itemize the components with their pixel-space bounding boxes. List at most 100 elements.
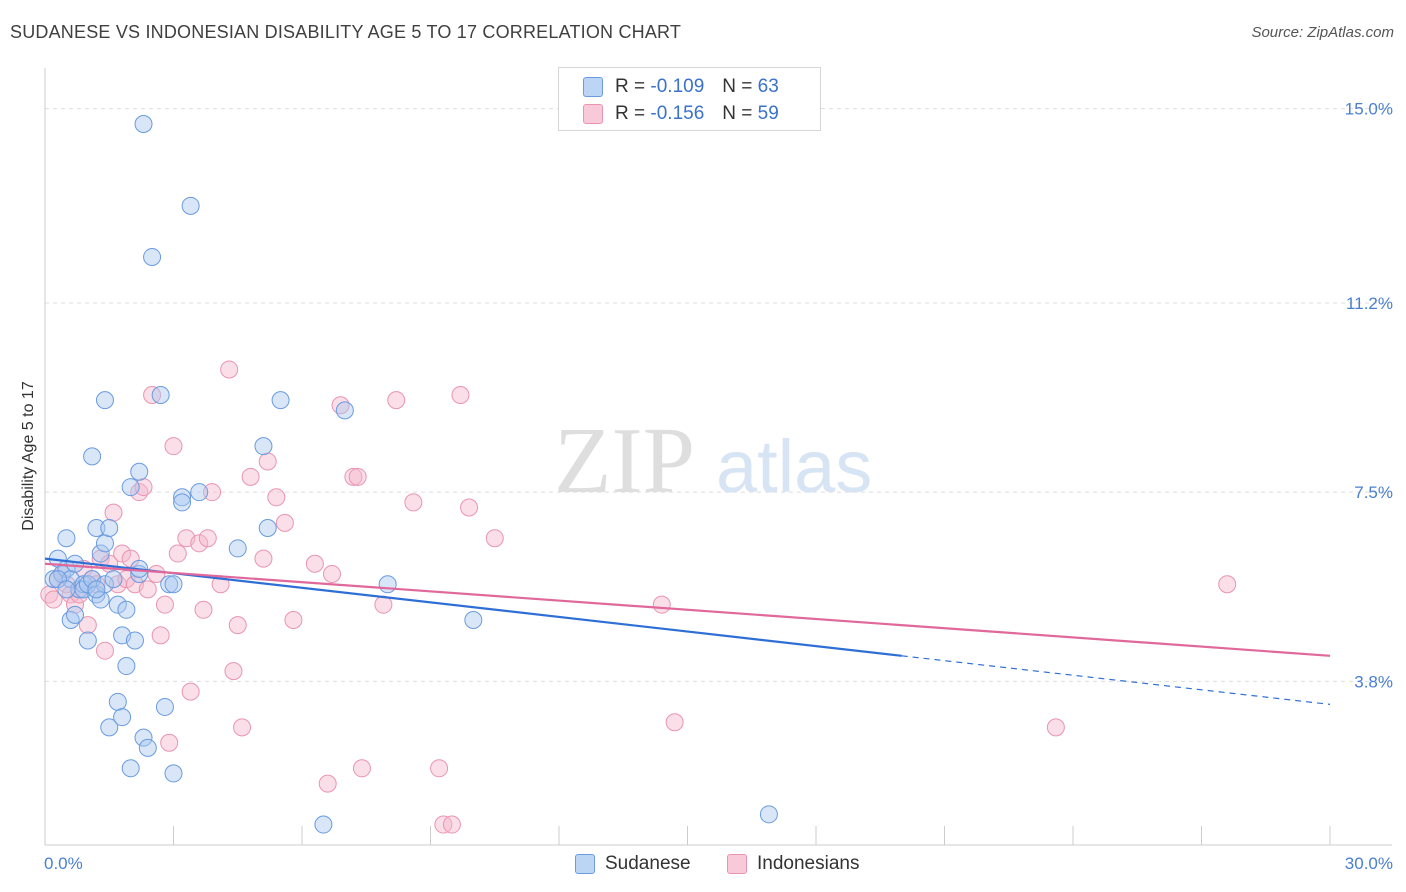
indonesian-point: [151, 626, 170, 645]
sudanese-point: [87, 580, 106, 599]
indonesian-point: [460, 498, 479, 517]
sudanese-swatch: [583, 77, 603, 97]
y-tick-label: 3.8%: [1354, 672, 1393, 691]
indonesian-trend-line: [44, 562, 1331, 657]
watermark-atlas: atlas: [716, 425, 872, 508]
legend-r-value-sudanese: -0.109: [650, 76, 705, 97]
sudanese-point: [173, 493, 192, 512]
indonesian-point: [164, 437, 183, 456]
indonesian-point: [44, 590, 63, 609]
sudanese-point: [164, 575, 183, 594]
indonesian-point: [318, 774, 337, 793]
correlation-legend: R = -0.109 N = 63 R = -0.156 N = 59: [558, 67, 821, 131]
sudanese-point: [91, 544, 110, 563]
indonesian-point: [430, 759, 449, 778]
legend-row-sudanese: R = -0.109 N = 63: [583, 74, 779, 100]
bottom-legend-sudanese: Sudanese: [575, 850, 691, 878]
sudanese-point: [228, 539, 247, 558]
sudanese-point: [314, 815, 333, 834]
sudanese-point: [151, 386, 170, 405]
indonesian-point: [404, 493, 423, 512]
indonesian-point: [267, 488, 286, 507]
legend-r-value-indonesians: -0.156: [650, 103, 705, 124]
sudanese-point: [335, 401, 354, 420]
indonesian-point: [485, 529, 504, 548]
sudanese-point: [155, 697, 174, 716]
sudanese-point: [464, 611, 483, 630]
indonesian-point: [652, 595, 671, 614]
sudanese-point: [160, 575, 179, 594]
x-tick-label-min: 0.0%: [44, 854, 83, 873]
indonesian-point: [224, 662, 243, 681]
indonesian-point: [78, 616, 97, 635]
y-axis-title: Disability Age 5 to 17: [20, 381, 37, 531]
indonesian-point: [160, 733, 179, 752]
sudanese-point: [143, 247, 162, 266]
y-tick-label: 7.5%: [1354, 483, 1393, 502]
indonesian-point: [387, 391, 406, 410]
indonesian-point: [95, 641, 114, 660]
indonesian-point: [665, 713, 684, 732]
sudanese-point: [108, 692, 127, 711]
indonesian-point: [1218, 575, 1237, 594]
indonesian-swatch: [583, 104, 603, 124]
y-tick-label: 11.2%: [1346, 294, 1393, 313]
indonesian-point: [104, 503, 123, 522]
indonesian-point: [275, 513, 294, 532]
sudanese-point: [113, 708, 132, 727]
indonesian-point: [352, 759, 371, 778]
sudanese-point: [95, 534, 114, 553]
sudanese-point: [57, 529, 76, 548]
sudanese-point: [57, 580, 76, 599]
source-label: Source: ZipAtlas.com: [1251, 24, 1394, 41]
sudanese-point: [95, 575, 114, 594]
sudanese-point: [117, 600, 136, 619]
legend-row-indonesians: R = -0.156 N = 59: [583, 101, 779, 127]
sudanese-point: [134, 115, 153, 134]
indonesian-point: [155, 595, 174, 614]
indonesian-point: [1046, 718, 1065, 737]
watermark-zip: ZIP: [554, 409, 695, 513]
indonesian-point: [322, 564, 341, 583]
sudanese-legend-swatch: [575, 854, 595, 874]
legend-n-value-indonesians: 59: [757, 103, 779, 124]
indonesian-point: [305, 554, 324, 573]
indonesian-point: [168, 544, 187, 563]
sudanese-point: [121, 759, 140, 778]
sudanese-point: [95, 391, 114, 410]
indonesian-point: [442, 815, 461, 834]
indonesian-point: [233, 718, 252, 737]
indonesian-point: [254, 549, 273, 568]
sudanese-point: [125, 631, 144, 650]
y-tick-label: 15.0%: [1345, 100, 1393, 119]
sudanese-point: [65, 605, 84, 624]
sudanese-point: [190, 483, 209, 502]
legend-n-label: N =: [722, 76, 753, 97]
x-tick-label-max: 30.0%: [1345, 854, 1393, 873]
sudanese-point: [117, 657, 136, 676]
indonesian-point: [258, 452, 277, 471]
sudanese-point: [378, 575, 397, 594]
sudanese-point: [108, 595, 127, 614]
indonesian-point: [138, 580, 157, 599]
chart-title: SUDANESE VS INDONESIAN DISABILITY AGE 5 …: [10, 22, 682, 42]
sudanese-point: [87, 518, 106, 537]
sudanese-point: [104, 570, 123, 589]
legend-n-label: N =: [722, 103, 753, 124]
indonesian-point: [190, 534, 209, 553]
legend-r-label: R =: [615, 76, 646, 97]
sudanese-point: [271, 391, 290, 410]
sudanese-point: [759, 805, 778, 824]
indonesian-point: [451, 386, 470, 405]
indonesian-point: [198, 529, 217, 548]
indonesian-point: [181, 682, 200, 701]
indonesian-point: [203, 483, 222, 502]
bottom-legend-indonesians-label: Indonesians: [757, 853, 860, 874]
sudanese-point: [100, 518, 119, 537]
bottom-legend-indonesians: Indonesians: [727, 850, 859, 878]
indonesian-legend-swatch: [727, 854, 747, 874]
sudanese-point: [164, 764, 183, 783]
indonesian-point: [220, 360, 239, 379]
sudanese-point: [100, 718, 119, 737]
sudanese-point: [121, 478, 140, 497]
